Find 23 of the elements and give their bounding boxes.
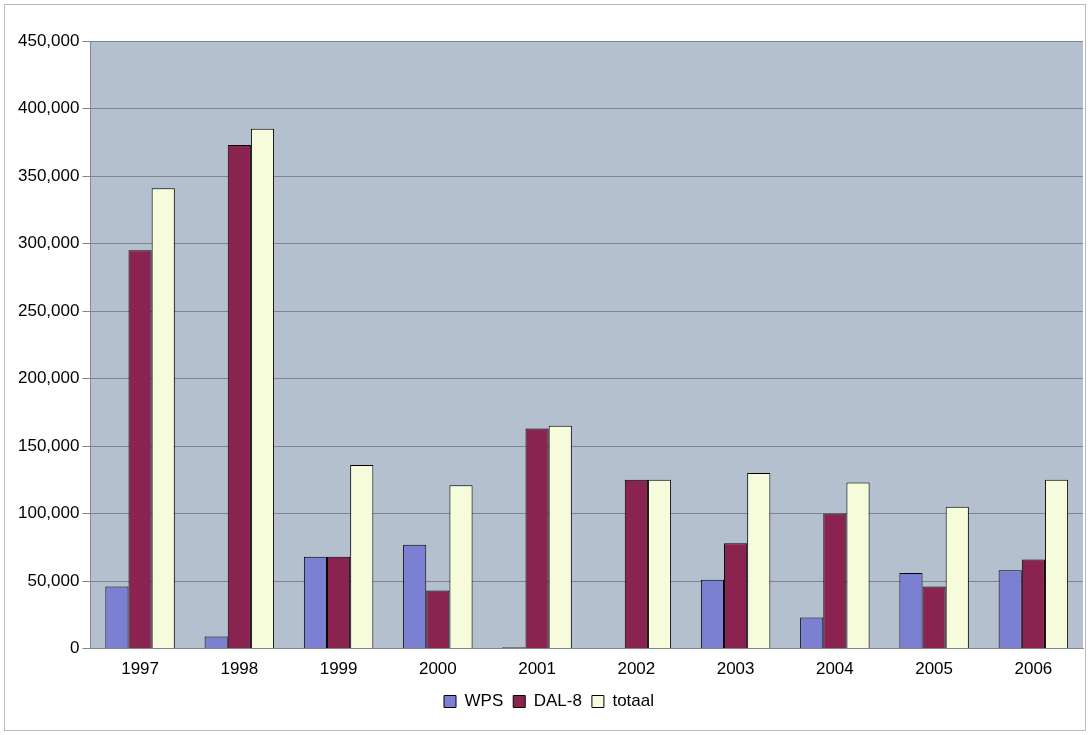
x-tick-label: 2006 xyxy=(1014,659,1053,679)
x-tick-label: 1998 xyxy=(220,659,259,679)
x-tick-label: 2005 xyxy=(915,659,954,679)
x-tick-label: 2003 xyxy=(716,659,755,679)
x-tick-label: 1997 xyxy=(121,659,159,679)
y-tick-label: 100,000 xyxy=(18,503,80,523)
y-tick-label: 150,000 xyxy=(18,435,80,455)
y-tick-label: 400,000 xyxy=(18,98,80,118)
x-tick-label: 2004 xyxy=(815,659,854,679)
y-tick-label: 350,000 xyxy=(18,165,80,185)
legend-label: DAL-8 xyxy=(533,691,582,711)
legend-label: WPS xyxy=(464,691,504,711)
y-tick-label: 250,000 xyxy=(18,300,80,320)
legend-label: totaal xyxy=(612,691,654,711)
x-tick-label: 2001 xyxy=(518,659,557,679)
y-tick-label: 200,000 xyxy=(18,368,80,388)
y-tick-label: 50,000 xyxy=(27,570,80,590)
y-tick-label: 0 xyxy=(69,638,80,658)
x-tick-label: 2002 xyxy=(617,659,656,679)
y-tick-label: 450,000 xyxy=(18,30,80,50)
x-tick-label: 1999 xyxy=(319,659,358,679)
y-tick-label: 300,000 xyxy=(18,233,80,253)
x-tick-label: 2000 xyxy=(418,659,457,679)
